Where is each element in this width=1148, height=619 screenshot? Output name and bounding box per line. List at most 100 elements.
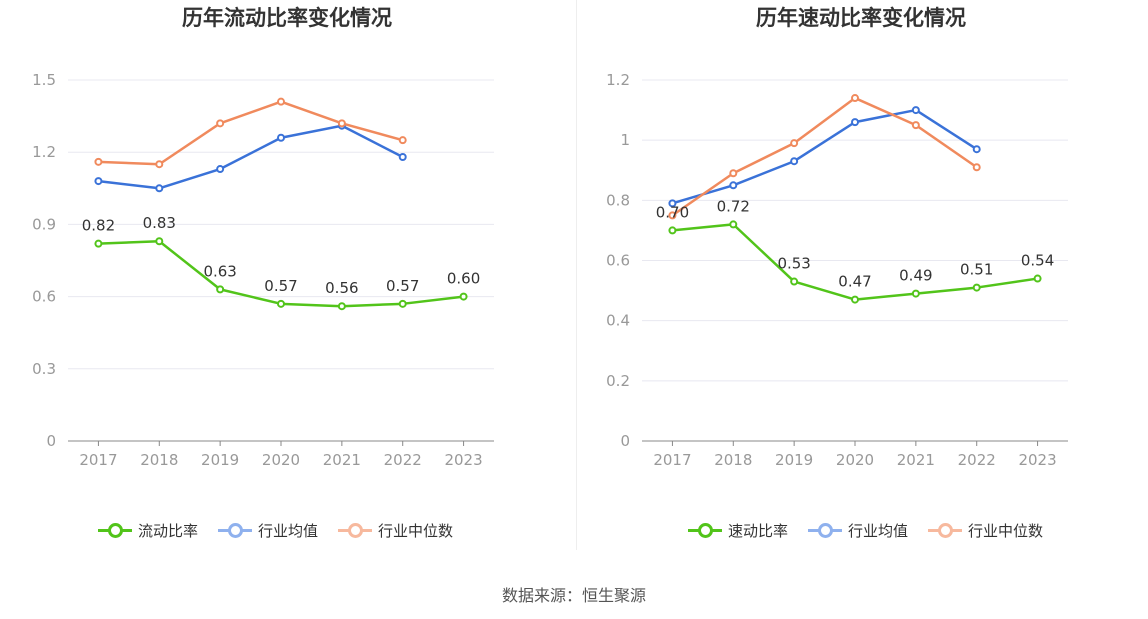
legend-label: 速动比率 bbox=[728, 521, 789, 540]
data-point-avg bbox=[911, 106, 920, 115]
data-point-avg bbox=[155, 184, 164, 193]
legend-label: 行业中位数 bbox=[378, 521, 454, 540]
data-point-avg bbox=[216, 165, 225, 174]
x-tick-label: 2023 bbox=[1018, 451, 1056, 469]
data-label: 0.70 bbox=[656, 203, 689, 221]
y-tick-label: 1.2 bbox=[606, 71, 630, 89]
data-point-avg bbox=[790, 157, 799, 166]
series-line-median bbox=[98, 100, 404, 166]
data-point-median bbox=[337, 119, 346, 128]
data-point-median bbox=[972, 163, 981, 172]
legend-label: 行业均值 bbox=[258, 521, 319, 540]
data-point-avg bbox=[851, 118, 859, 127]
data-point-median bbox=[94, 157, 103, 166]
data-point-avg bbox=[94, 177, 103, 186]
data-point-company bbox=[729, 220, 738, 229]
data-label: 0.60 bbox=[447, 270, 480, 288]
data-label: 0.57 bbox=[386, 277, 419, 295]
legend-median-marker-icon bbox=[338, 518, 372, 542]
data-label: 0.53 bbox=[777, 255, 810, 273]
data-label: 0.47 bbox=[838, 273, 871, 291]
x-tick-label: 2018 bbox=[714, 451, 752, 469]
x-tick-label: 2022 bbox=[958, 451, 996, 469]
data-point-median bbox=[729, 169, 738, 178]
legend-item-company[interactable]: 速动比率 bbox=[688, 518, 788, 542]
current-ratio-chart-panel: 历年流动比率变化情况 0 0.3 0.6 0.9 1.2 1.5 2017 2018 2019 2… bbox=[0, 0, 574, 560]
data-point-median bbox=[790, 139, 799, 148]
data-label: 0.72 bbox=[717, 197, 750, 215]
data-label: 0.63 bbox=[203, 262, 236, 280]
y-tick-label: 0.3 bbox=[32, 360, 56, 378]
current-ratio-chart: 0 0.3 0.6 0.9 1.2 1.5 2017 2018 2019 2020 2021 2022… bbox=[32, 71, 494, 469]
data-point-company bbox=[398, 299, 407, 308]
y-tick-label: 0.9 bbox=[32, 215, 56, 233]
y-tick-label: 1 bbox=[620, 131, 630, 149]
data-point-company bbox=[1033, 274, 1042, 283]
x-tick-label: 2017 bbox=[653, 451, 691, 469]
legend-avg-marker-icon bbox=[218, 518, 252, 542]
legend-company-marker-icon bbox=[688, 518, 722, 542]
data-point-avg bbox=[398, 153, 407, 162]
data-point-company bbox=[337, 302, 346, 311]
data-point-median bbox=[398, 136, 407, 145]
chart-title: 历年流动比率变化情况 bbox=[182, 6, 392, 30]
x-tick-label: 2017 bbox=[79, 451, 117, 469]
x-tick-label: 2018 bbox=[140, 451, 178, 469]
legend-label: 行业均值 bbox=[848, 521, 909, 540]
legend-item-avg[interactable]: 行业均值 bbox=[808, 518, 908, 542]
legend-company-marker-icon bbox=[98, 518, 132, 542]
x-tick-label: 2023 bbox=[444, 451, 482, 469]
legend-item-median[interactable]: 行业中位数 bbox=[338, 518, 453, 542]
data-point-median bbox=[851, 94, 859, 103]
legend-item-avg[interactable]: 行业均值 bbox=[218, 518, 318, 542]
data-source-note: 数据来源：恒生聚源 bbox=[501, 586, 646, 605]
x-tick-label: 2020 bbox=[262, 451, 300, 469]
y-tick-label: 0.6 bbox=[32, 288, 56, 306]
y-tick-label: 1.2 bbox=[32, 143, 56, 161]
data-label: 0.51 bbox=[960, 261, 993, 279]
data-label: 0.56 bbox=[325, 279, 358, 297]
x-tick-label: 2021 bbox=[897, 451, 935, 469]
data-point-company bbox=[851, 295, 859, 304]
x-tick-label: 2019 bbox=[775, 451, 813, 469]
panel-divider bbox=[576, 0, 577, 550]
legend-label: 行业中位数 bbox=[968, 521, 1044, 540]
data-point-company bbox=[155, 237, 164, 246]
y-tick-label: 0 bbox=[620, 432, 630, 450]
legend-item-median[interactable]: 行业中位数 bbox=[928, 518, 1043, 542]
series-line-avg bbox=[98, 124, 404, 190]
x-tick-label: 2021 bbox=[323, 451, 361, 469]
data-point-company bbox=[94, 239, 103, 248]
quick-ratio-chart-panel: 历年速动比率变化情况 0 0.2 0.4 0.6 0.8 1 1.2 2017 2018 2019… bbox=[574, 0, 1148, 560]
data-point-company bbox=[790, 277, 799, 286]
legend-item-company[interactable]: 流动比率 bbox=[98, 518, 198, 542]
y-tick-label: 1.5 bbox=[32, 71, 56, 89]
data-point-avg bbox=[277, 133, 285, 142]
data-label: 0.57 bbox=[264, 277, 297, 295]
legend-avg-marker-icon bbox=[808, 518, 842, 542]
data-label: 0.82 bbox=[82, 217, 115, 235]
data-point-median bbox=[277, 97, 285, 106]
y-tick-label: 0.6 bbox=[606, 252, 630, 270]
y-tick-label: 0.4 bbox=[606, 312, 630, 330]
data-point-company bbox=[216, 285, 225, 294]
data-point-median bbox=[668, 211, 677, 220]
x-tick-label: 2020 bbox=[836, 451, 874, 469]
data-label: 0.54 bbox=[1021, 252, 1054, 270]
x-tick-label: 2019 bbox=[201, 451, 239, 469]
data-point-company bbox=[911, 289, 920, 298]
series-line-avg bbox=[672, 108, 978, 205]
series-line-median bbox=[671, 96, 978, 217]
data-point-median bbox=[911, 121, 920, 130]
data-point-company bbox=[277, 299, 285, 308]
quick-ratio-chart: 0 0.2 0.4 0.6 0.8 1 1.2 2017 2018 2019 2020 2021 202… bbox=[606, 71, 1068, 469]
legend-label: 流动比率 bbox=[138, 521, 199, 540]
y-tick-label: 0.8 bbox=[606, 191, 630, 209]
data-point-median bbox=[155, 160, 164, 169]
x-tick-label: 2022 bbox=[384, 451, 422, 469]
data-label: 0.83 bbox=[143, 214, 176, 232]
legend-median-marker-icon bbox=[928, 518, 962, 542]
data-point-avg bbox=[972, 145, 981, 154]
data-point-company bbox=[668, 226, 677, 235]
data-point-company bbox=[972, 283, 981, 292]
